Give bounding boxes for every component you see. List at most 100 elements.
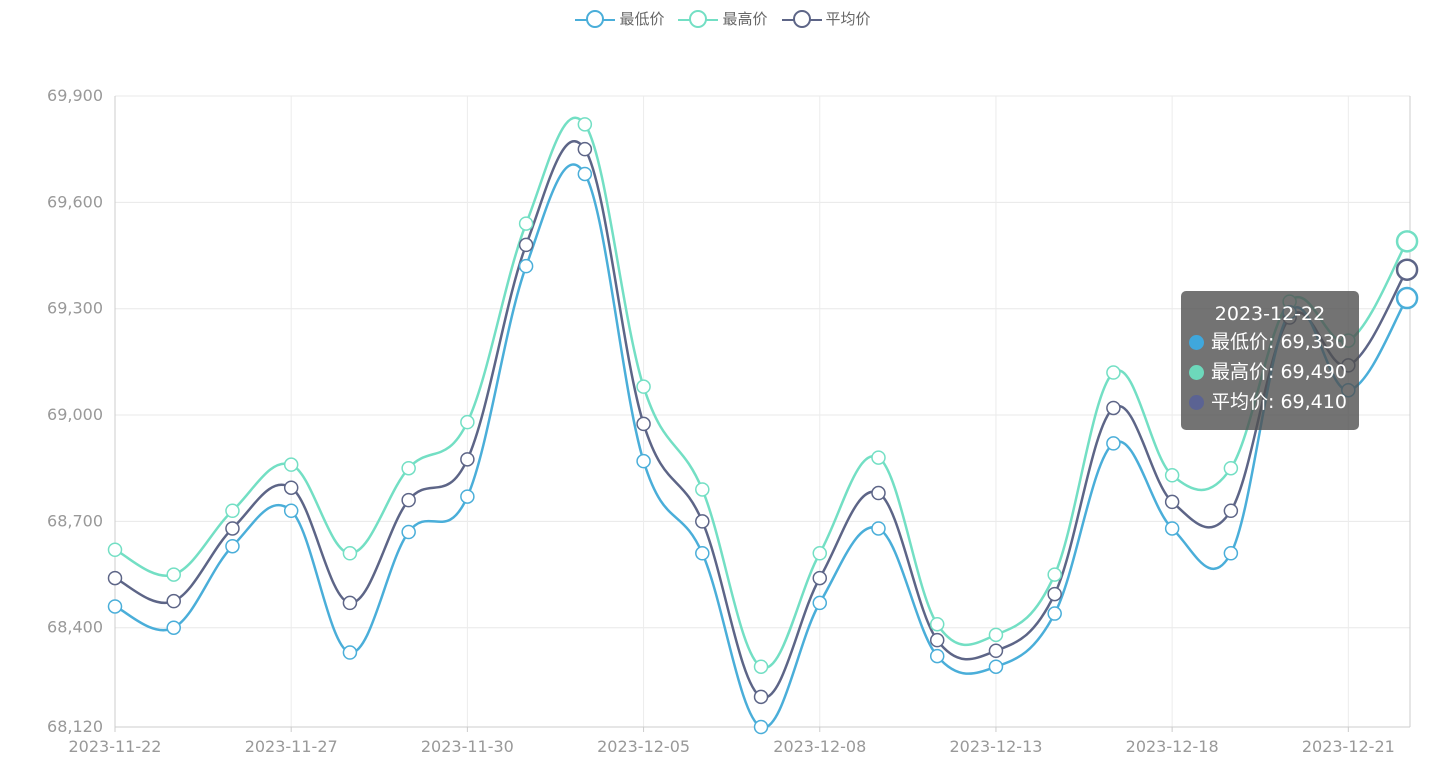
tooltip-label-min: 最低价: 69,330 (1211, 331, 1347, 353)
x-tick-label: 2023-12-08 (773, 737, 866, 756)
legend-label-max: 最高价 (722, 10, 768, 28)
data-point-min (871, 521, 886, 536)
x-tick-label: 2023-12-05 (597, 737, 690, 756)
data-point-max (283, 457, 299, 472)
legend-label-min: 最低价 (619, 10, 665, 28)
data-point-max (1164, 468, 1180, 483)
data-point-max (1223, 460, 1239, 476)
data-point-avg (929, 632, 945, 648)
data-point-max (1106, 365, 1121, 380)
tooltip-title: 2023-12-22 (1214, 303, 1326, 325)
tooltip-label-avg: 平均价: 69,410 (1211, 391, 1347, 413)
data-point-min (695, 546, 710, 561)
data-point-max (636, 379, 651, 394)
y-tick-label: 68,400 (47, 618, 103, 637)
data-point-max (577, 117, 593, 132)
legend-item-avg[interactable]: 平均价 (781, 8, 871, 29)
tooltip-row-avg: 平均价: 69,410 (1189, 387, 1359, 417)
data-point-min (929, 648, 945, 664)
x-tick-label: 2023-11-27 (245, 737, 338, 756)
x-tick-label: 2023-12-21 (1302, 737, 1395, 756)
data-point-avg (1106, 400, 1121, 416)
y-tick-label: 68,700 (47, 511, 103, 530)
data-point-min (577, 166, 593, 182)
tooltip-dot-avg (1189, 394, 1204, 410)
data-point-avg (342, 595, 358, 611)
legend-item-min[interactable]: 最低价 (575, 8, 664, 29)
data-point-min (1395, 286, 1419, 310)
data-point-min (1047, 606, 1062, 621)
data-point-avg (812, 570, 828, 586)
data-point-avg (988, 643, 1004, 659)
y-tick-label: 69,300 (47, 299, 103, 318)
data-point-avg (107, 570, 123, 586)
data-point-avg (1047, 586, 1062, 602)
data-point-avg (753, 689, 769, 705)
data-point-max (225, 503, 240, 519)
tooltip-label-max: 最高价: 69,490 (1211, 361, 1347, 383)
x-tick-label: 2023-11-22 (69, 737, 162, 756)
data-point-max (1395, 230, 1419, 253)
data-point-max (401, 460, 416, 476)
data-point-avg (283, 480, 299, 495)
data-point-max (695, 482, 710, 497)
y-tick-label: 68,120 (47, 717, 103, 736)
x-tick-label: 2023-11-30 (421, 737, 514, 756)
data-point-avg (518, 237, 534, 253)
y-tick-label: 69,000 (47, 405, 103, 424)
data-point-min (812, 595, 828, 611)
data-point-avg (460, 452, 475, 467)
data-point-avg (695, 514, 710, 529)
data-point-min (460, 489, 475, 504)
data-point-max (753, 659, 769, 674)
data-point-avg (1223, 503, 1239, 519)
series-line-min (114, 163, 1409, 729)
x-tick-label: 2023-12-18 (1126, 737, 1219, 756)
tooltip: 2023-12-22 最低价: 69,330 最高价: 69,490 平均价: … (1181, 291, 1359, 430)
data-point-max (929, 616, 945, 632)
data-point-min (166, 620, 181, 635)
data-point-max (166, 567, 181, 582)
data-point-max (518, 216, 534, 231)
data-point-max (460, 414, 475, 430)
data-point-min (518, 258, 534, 274)
data-point-avg (636, 416, 651, 432)
legend-avg-icon (781, 9, 822, 29)
tooltip-row-max: 最高价: 69,490 (1189, 357, 1359, 387)
data-point-avg (401, 492, 416, 508)
tooltip-row-min: 最低价: 69,330 (1189, 327, 1359, 357)
data-point-min (107, 599, 123, 614)
data-point-min (225, 538, 240, 554)
data-point-avg (166, 593, 181, 609)
data-point-max (988, 627, 1004, 643)
y-tick-label: 69,600 (47, 192, 103, 211)
y-tick-label: 69,900 (47, 86, 103, 105)
data-point-avg (1395, 258, 1419, 281)
legend-min-icon (575, 9, 616, 29)
data-point-max (342, 546, 358, 561)
data-point-max (107, 542, 123, 558)
data-point-min (342, 645, 358, 660)
data-point-min (636, 453, 651, 469)
data-point-max (871, 450, 886, 465)
data-point-avg (577, 141, 593, 157)
data-point-min (1223, 546, 1239, 561)
tooltip-dot-min (1189, 334, 1204, 350)
series-line-avg (114, 140, 1409, 699)
tooltip-dot-max (1189, 364, 1204, 380)
data-point-min (401, 524, 416, 540)
data-point-min (988, 659, 1004, 674)
legend-item-max[interactable]: 最高价 (678, 8, 768, 29)
data-point-min (1164, 521, 1180, 536)
data-point-min (283, 503, 299, 519)
data-point-avg (1164, 494, 1180, 510)
data-point-avg (871, 485, 886, 501)
data-point-min (1106, 436, 1121, 451)
data-point-min (753, 719, 769, 735)
data-point-max (812, 546, 828, 561)
legend-max-icon (678, 9, 719, 29)
x-tick-label: 2023-12-13 (949, 737, 1042, 756)
data-point-max (1047, 567, 1062, 582)
legend-label-avg: 平均价 (825, 10, 871, 28)
legend: 最低价 最高价 平均价 (0, 8, 1446, 29)
